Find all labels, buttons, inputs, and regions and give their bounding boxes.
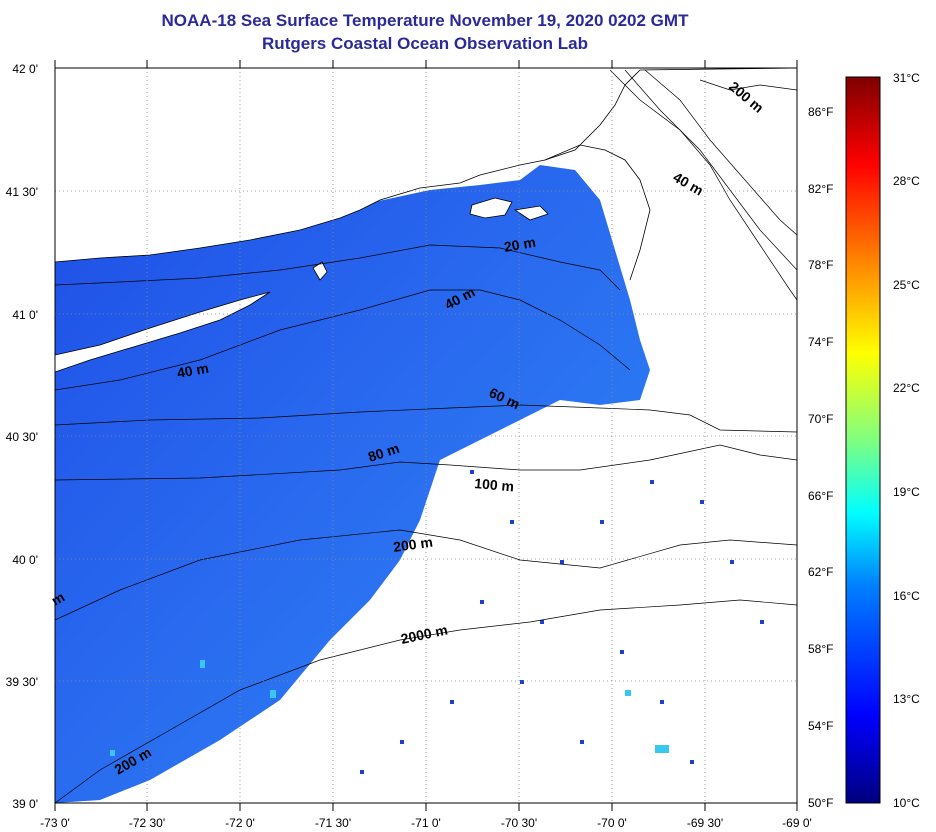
lon-label: -72 0' — [225, 816, 255, 830]
c-label: 10°C — [893, 796, 920, 810]
c-label: 13°C — [893, 692, 920, 706]
lon-label: -70 30' — [501, 816, 537, 830]
lat-label: 41 0' — [12, 308, 38, 322]
marthas-vineyard — [469, 197, 513, 219]
f-label: 50°F — [808, 796, 833, 810]
long-island — [55, 291, 271, 373]
longitude-labels: -73 0' -72 30' -72 0' -71 30' -71 0' -70… — [40, 816, 812, 830]
contour-label: 20 m — [503, 234, 537, 255]
lon-label: -72 30' — [129, 816, 165, 830]
contour-label: 40 m — [176, 360, 210, 381]
c-label: 19°C — [893, 485, 920, 499]
lon-label: -71 30' — [315, 816, 351, 830]
latitude-labels: 42 0' 41 30' 41 0' 40 30' 40 0' 39 30' 3… — [6, 62, 38, 811]
lon-label: -69 0' — [782, 816, 812, 830]
frame-ticks — [54, 60, 798, 811]
fahrenheit-scale: 86°F 82°F 78°F 74°F 70°F 66°F 62°F 58°F … — [808, 105, 833, 810]
contour-label: 100 m — [474, 475, 515, 494]
lat-label: 42 0' — [12, 62, 38, 76]
c-label: 25°C — [893, 278, 920, 292]
bathymetry-contours — [55, 69, 797, 803]
c-label: 31°C — [893, 71, 920, 85]
lon-label: -70 0' — [597, 816, 627, 830]
nantucket — [513, 205, 549, 221]
grid — [55, 68, 797, 803]
lat-label: 40 0' — [12, 553, 38, 567]
lat-label: 39 0' — [12, 797, 38, 811]
map-subtitle: Rutgers Coastal Ocean Observation Lab — [262, 34, 588, 53]
cape-cod — [544, 144, 651, 281]
celsius-scale: 31°C 28°C 25°C 22°C 19°C 16°C 13°C 10°C — [893, 71, 920, 810]
f-label: 58°F — [808, 642, 833, 656]
c-label: 22°C — [893, 381, 920, 395]
f-label: 66°F — [808, 489, 833, 503]
c-label: 28°C — [893, 174, 920, 188]
contour-label: 200 m — [392, 534, 434, 555]
lon-label: -73 0' — [40, 816, 70, 830]
f-label: 78°F — [808, 258, 833, 272]
map-title: NOAA-18 Sea Surface Temperature November… — [161, 11, 689, 30]
colorbar — [845, 76, 881, 804]
f-label: 62°F — [808, 565, 833, 579]
lat-label: 39 30' — [6, 675, 38, 689]
c-label: 16°C — [893, 589, 920, 603]
lon-label: -69 30' — [687, 816, 723, 830]
f-label: 70°F — [808, 412, 833, 426]
lat-label: 40 30' — [6, 430, 38, 444]
f-label: 82°F — [808, 182, 833, 196]
warm-speckle — [110, 660, 669, 756]
f-label: 54°F — [808, 719, 833, 733]
lat-label: 41 30' — [6, 185, 38, 199]
cloud-speckle — [360, 470, 764, 774]
lon-label: -71 0' — [411, 816, 441, 830]
f-label: 74°F — [808, 335, 833, 349]
f-label: 86°F — [808, 105, 833, 119]
